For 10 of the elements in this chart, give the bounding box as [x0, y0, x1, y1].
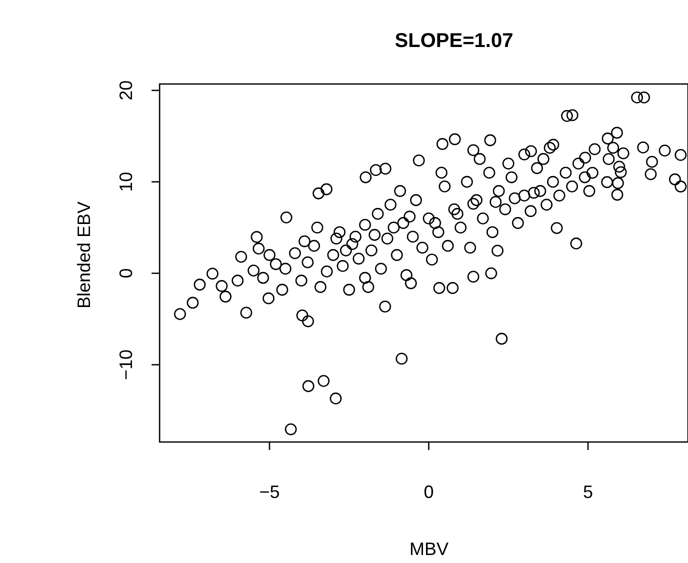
x-axis-title: MBV	[409, 539, 449, 559]
x-tick-label: 0	[424, 482, 434, 502]
x-tick-label: 5	[582, 482, 593, 502]
y-tick-label: 20	[116, 80, 136, 100]
y-tick-label: 10	[116, 172, 136, 192]
x-tick-label: −5	[259, 482, 280, 502]
y-tick-label: 0	[116, 268, 136, 278]
y-tick-label: −10	[116, 349, 136, 380]
y-axis-title: Blended EBV	[74, 201, 94, 309]
chart-title: SLOPE=1.07	[394, 30, 514, 52]
